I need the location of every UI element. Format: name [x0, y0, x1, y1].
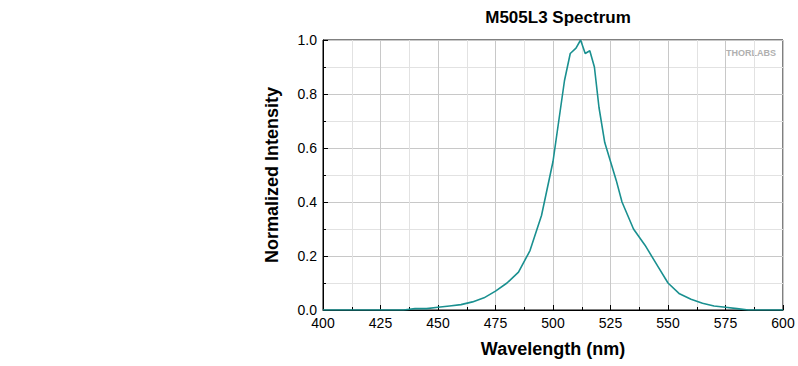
svg-text:0.6: 0.6 [298, 140, 318, 156]
svg-text:Wavelength (nm): Wavelength (nm) [481, 339, 625, 359]
svg-text:575: 575 [714, 315, 738, 331]
svg-text:525: 525 [599, 315, 623, 331]
svg-text:THORLABS: THORLABS [726, 48, 776, 58]
svg-text:0.4: 0.4 [298, 194, 318, 210]
svg-text:1.0: 1.0 [298, 32, 318, 48]
svg-text:0.0: 0.0 [297, 302, 317, 318]
svg-text:600: 600 [771, 315, 795, 331]
svg-text:425: 425 [369, 315, 393, 331]
svg-text:550: 550 [656, 315, 680, 331]
svg-text:0.2: 0.2 [298, 248, 318, 264]
svg-text:Normalized Intensity: Normalized Intensity [262, 87, 282, 263]
svg-text:500: 500 [541, 315, 565, 331]
svg-text:450: 450 [426, 315, 450, 331]
svg-text:475: 475 [484, 315, 508, 331]
svg-text:400: 400 [311, 315, 335, 331]
svg-text:0.8: 0.8 [298, 86, 318, 102]
svg-text:M505L3 Spectrum: M505L3 Spectrum [485, 8, 631, 27]
